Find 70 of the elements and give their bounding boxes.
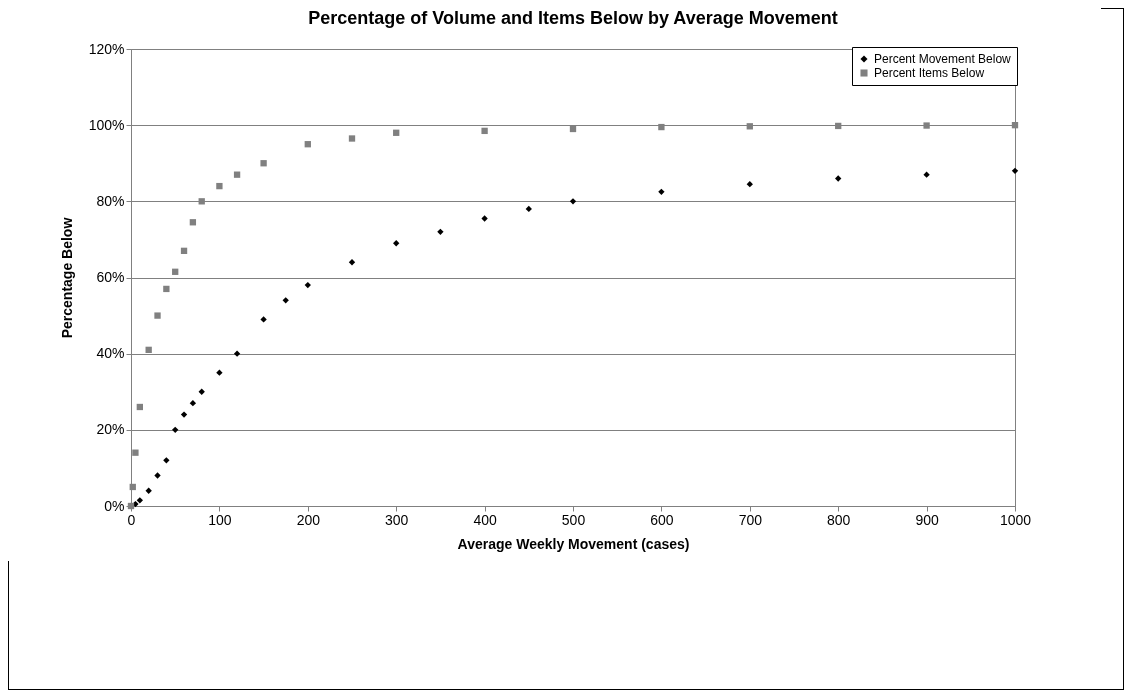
y-tick-label: 120% xyxy=(88,40,125,57)
y-tick-label: 80% xyxy=(96,192,125,209)
x-tick-label: 500 xyxy=(561,511,586,528)
point xyxy=(198,198,205,205)
x-tick-label: 900 xyxy=(915,511,939,528)
point xyxy=(129,483,136,491)
point xyxy=(304,141,311,148)
point xyxy=(348,135,356,142)
x-tick-label: 700 xyxy=(738,511,763,528)
y-tick-label: 40% xyxy=(96,345,125,362)
y-tick-label: 20% xyxy=(96,421,125,438)
point xyxy=(393,129,400,136)
point xyxy=(746,181,753,188)
x-tick-label: 800 xyxy=(827,511,851,528)
point xyxy=(198,388,205,395)
point xyxy=(136,403,143,411)
point xyxy=(282,297,289,304)
point xyxy=(154,472,161,479)
x-tick-label: 1000 xyxy=(999,511,1032,528)
point xyxy=(658,123,665,131)
point xyxy=(189,219,197,226)
point xyxy=(923,171,930,178)
point xyxy=(1011,167,1019,175)
point xyxy=(481,215,488,222)
point xyxy=(348,259,356,266)
point xyxy=(216,182,223,190)
point xyxy=(304,281,311,289)
point xyxy=(1011,122,1019,129)
point xyxy=(481,127,488,135)
point xyxy=(136,497,143,504)
point xyxy=(569,125,577,133)
point xyxy=(189,400,197,407)
point xyxy=(746,123,753,130)
point xyxy=(154,312,161,319)
point xyxy=(923,122,930,129)
point xyxy=(163,285,170,293)
chart-title: Percentage of Volume and Items Below by Average Movement xyxy=(308,8,838,28)
x-tick-label: 200 xyxy=(296,511,321,528)
legend-label: Percent Items Below xyxy=(874,66,985,80)
point xyxy=(180,247,188,254)
point xyxy=(145,487,152,494)
point xyxy=(172,268,179,275)
y-tick-label: 60% xyxy=(96,269,125,285)
point xyxy=(216,369,223,376)
point xyxy=(525,205,532,213)
point xyxy=(835,122,842,130)
point xyxy=(172,426,179,433)
point xyxy=(437,228,444,235)
point xyxy=(145,346,152,354)
point xyxy=(393,240,400,247)
point xyxy=(835,175,842,182)
point xyxy=(569,198,577,205)
x-axis-title: Average Weekly Movement (cases) xyxy=(457,535,690,552)
point xyxy=(163,457,170,464)
x-tick-label: 300 xyxy=(385,511,409,528)
y-tick-label: 0% xyxy=(104,497,125,514)
point xyxy=(233,171,241,178)
point xyxy=(132,449,139,456)
x-tick-label: 600 xyxy=(650,511,674,528)
point xyxy=(233,350,241,357)
x-tick-label: 100 xyxy=(208,511,232,528)
x-tick-label: 400 xyxy=(473,511,497,528)
point xyxy=(180,411,188,418)
point xyxy=(260,316,267,323)
point xyxy=(260,160,267,167)
legend-label: Percent Movement Below xyxy=(874,52,1012,66)
point xyxy=(658,188,665,195)
x-tick-label: 0 xyxy=(127,511,136,528)
y-axis-title: Percentage Below xyxy=(58,217,75,339)
y-tick-label: 100% xyxy=(88,116,125,133)
